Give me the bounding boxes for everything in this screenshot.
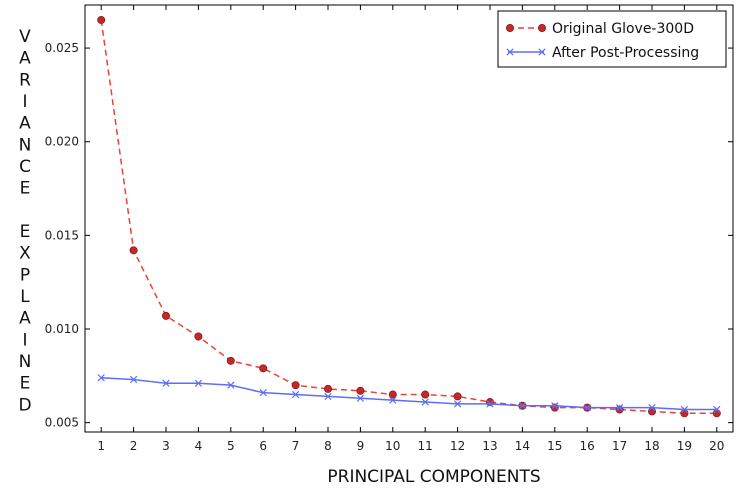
- legend: Original Glove-300D After Post-Processing: [497, 10, 727, 68]
- data-point: [324, 392, 332, 401]
- y-label-letter: P: [20, 265, 30, 285]
- x-tick-label: 6: [259, 439, 267, 453]
- y-label-letter: E: [20, 222, 31, 242]
- y-label-letter: I: [22, 330, 27, 350]
- data-point: [551, 402, 559, 410]
- data-point: [162, 379, 170, 387]
- legend-marker: [538, 48, 546, 56]
- plot-border: [84, 4, 734, 433]
- y-label-letter: C: [19, 157, 31, 177]
- series-line: [101, 376, 717, 411]
- data-point: [194, 379, 203, 387]
- data-point: [713, 405, 721, 414]
- legend-marker: [506, 48, 514, 56]
- data-point: [486, 400, 494, 408]
- x-tick-label: 16: [580, 439, 595, 453]
- data-point: [453, 400, 462, 408]
- data-point: [97, 15, 106, 24]
- y-axis: 0.005 0.010 0.015 0.020 0.025: [45, 41, 733, 430]
- x-tick-label: 17: [612, 439, 627, 453]
- x-axis-label: PRINCIPAL COMPONENTS: [327, 467, 540, 487]
- y-label-letter: A: [19, 49, 31, 69]
- data-point: [356, 394, 365, 402]
- data-point: [648, 404, 656, 412]
- y-label-letter: A: [19, 114, 31, 134]
- data-point: [227, 381, 235, 389]
- y-label-letter: N: [19, 352, 32, 372]
- data-point: [259, 389, 267, 397]
- data-point: [648, 407, 657, 416]
- data-point: [356, 386, 365, 395]
- x-tick-label: 12: [450, 439, 465, 453]
- data-point: [388, 390, 397, 399]
- data-point: [680, 409, 689, 418]
- y-label-letter: D: [18, 395, 31, 415]
- y-label-letter: E: [20, 179, 31, 199]
- data-point: [194, 332, 203, 341]
- x-tick-label: 11: [418, 439, 433, 453]
- series-layer: [97, 15, 721, 418]
- series-post-processing: [97, 374, 721, 414]
- x-axis: 1 2 3 4 5 6 7 8 9 10 11 12 13 14 15 16 17 18 19 20: [97, 5, 724, 453]
- x-tick-label: 13: [482, 439, 497, 453]
- y-label-letter: L: [20, 287, 30, 307]
- y-label-letter: V: [19, 27, 31, 47]
- data-point: [129, 246, 138, 255]
- data-point: [323, 384, 332, 393]
- legend-marker: [538, 23, 547, 32]
- x-tick-label: 8: [324, 439, 332, 453]
- y-label-letter: R: [19, 70, 31, 90]
- data-point: [421, 390, 430, 399]
- data-point: [97, 374, 105, 382]
- data-point: [712, 409, 721, 418]
- data-point: [259, 364, 268, 373]
- data-point: [389, 396, 397, 404]
- y-label-letter: A: [19, 309, 31, 329]
- y-label-letter: E: [20, 374, 31, 394]
- data-point: [518, 402, 527, 410]
- x-tick-label: 3: [162, 439, 170, 453]
- data-point: [421, 398, 429, 406]
- x-tick-label: 9: [357, 439, 365, 453]
- data-point: [453, 392, 462, 401]
- legend-box: [497, 10, 727, 68]
- x-tick-label: 7: [292, 439, 300, 453]
- plot-frame: [84, 4, 734, 433]
- y-tick-label: 0.005: [45, 416, 79, 430]
- y-tick-label: 0.015: [45, 228, 79, 242]
- x-tick-label: 10: [385, 439, 400, 453]
- x-tick-label: 5: [227, 439, 235, 453]
- y-label-letter: X: [19, 244, 31, 264]
- y-tick-label: 0.025: [45, 41, 79, 55]
- series-line: [100, 19, 717, 415]
- data-point: [226, 356, 235, 365]
- x-tick-label: 18: [644, 439, 659, 453]
- data-point: [291, 390, 300, 399]
- x-tick-label: 1: [97, 439, 105, 453]
- y-label-letter: N: [19, 135, 32, 155]
- legend-label: After Post-Processing: [552, 45, 699, 61]
- y-tick-label: 0.010: [45, 322, 79, 336]
- x-tick-label: 2: [130, 439, 138, 453]
- x-tick-label: 20: [709, 439, 724, 453]
- x-tick-label: 4: [195, 439, 203, 453]
- data-point: [161, 311, 170, 320]
- data-point: [291, 381, 300, 390]
- x-tick-label: 19: [677, 439, 692, 453]
- data-point: [583, 404, 591, 412]
- x-tick-label: 14: [515, 439, 530, 453]
- legend-marker: [505, 23, 514, 32]
- legend-label: Original Glove-300D: [552, 21, 694, 37]
- x-tick-label: 15: [547, 439, 562, 453]
- y-tick-label: 0.020: [45, 135, 79, 149]
- data-point: [615, 404, 624, 412]
- y-label-letter: I: [22, 92, 27, 112]
- data-point: [680, 405, 689, 414]
- data-point: [129, 375, 138, 384]
